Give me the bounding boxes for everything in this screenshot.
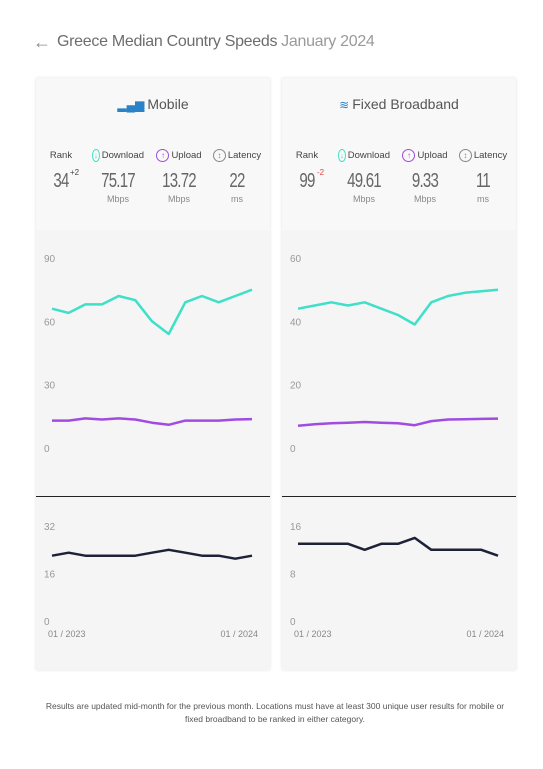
x-tick-label: 01 / 2023 (48, 629, 86, 639)
rank-label: Rank (49, 149, 73, 161)
download-icon: ↓ (92, 148, 100, 162)
series-line-download (297, 288, 499, 326)
y-tick-label: 60 (290, 254, 302, 265)
mobile-card-title: ▂▄▆ Mobile (36, 96, 270, 112)
mobile-summary: ▂▄▆ Mobile Rank 34 +2 ↓ Download 75.17 Mbp… (36, 78, 270, 230)
y-tick-label: 20 (290, 381, 302, 392)
latency-label: ↕ Latency (212, 148, 262, 162)
y-tick-label: 30 (44, 381, 56, 392)
upload-icon: ↑ (402, 148, 416, 162)
wifi-icon: ≋ (339, 98, 350, 112)
rank-value: 34 (53, 170, 69, 192)
y-tick-label: 90 (44, 254, 56, 265)
download-label: ↓ Download (92, 148, 144, 162)
series-line-upload (297, 417, 499, 428)
rank-label: Rank (295, 149, 319, 161)
latency-unit: ms (231, 194, 243, 204)
mobile-download: ↓ Download 75.17 Mbps (92, 148, 144, 204)
mobile-upload: ↑ Upload 13.72 Mbps (156, 148, 202, 204)
x-tick-label: 01 / 2023 (294, 629, 332, 639)
upload-unit: Mbps (413, 194, 436, 204)
upload-unit: Mbps (167, 194, 190, 204)
latency-icon: ↕ (458, 148, 472, 162)
y-tick-label: 0 (44, 444, 50, 455)
mobile-latency: ↕ Latency 22 ms (212, 148, 262, 204)
y-tick-label: 0 (44, 617, 50, 628)
rank-value: 99 (299, 170, 315, 192)
fixed-summary: ≋ Fixed Broadband Rank 99 -2 ↓ Download 49… (282, 78, 516, 230)
country-title: Greece Median Country Speeds (57, 33, 278, 50)
x-tick-label: 01 / 2024 (466, 629, 504, 639)
y-tick-label: 32 (44, 522, 56, 533)
mobile-card: ▂▄▆ Mobile Rank 34 +2 ↓ Download 75.17 Mbp… (36, 78, 270, 670)
mobile-title-label: Mobile (147, 96, 189, 112)
back-arrow-icon[interactable]: ← (33, 32, 51, 52)
download-icon: ↓ (338, 148, 346, 162)
fixed-rank: Rank 99 (292, 148, 322, 193)
upload-value: 9.33 (411, 170, 439, 192)
fixed-download: ↓ Download 49.61 Mbps (338, 148, 390, 204)
fixed-card-title: ≋ Fixed Broadband (282, 96, 516, 112)
latency-value: 22 (229, 170, 245, 192)
chart-divider (282, 496, 516, 497)
series-line-latency (298, 536, 499, 557)
latency-label: ↕ Latency (458, 148, 508, 162)
y-tick-label: 16 (290, 522, 302, 533)
y-tick-label: 60 (44, 317, 56, 328)
download-value: 49.61 (347, 170, 382, 192)
y-tick-label: 0 (290, 617, 296, 628)
fixed-upload: ↑ Upload 9.33 Mbps (402, 148, 448, 204)
fixed-charts: 0 20 40 60 0 8 16 01 / 2023 01 / 2024 (290, 254, 504, 639)
page-header: ← Greece Median Country Speeds January 20… (33, 30, 375, 54)
series-line-download (51, 288, 253, 336)
mobile-charts: 0 30 60 90 0 16 32 01 / 2023 01 / 2024 (44, 254, 258, 639)
fixed-card: ≋ Fixed Broadband Rank 99 -2 ↓ Download 49… (282, 78, 516, 670)
upload-label: ↑ Upload (402, 148, 448, 162)
y-tick-label: 0 (290, 444, 296, 455)
series-line-latency (51, 548, 253, 560)
month-label: January 2024 (281, 33, 375, 50)
mobile-rank: Rank 34 (46, 148, 76, 193)
latency-value: 11 (475, 170, 491, 192)
download-label: ↓ Download (338, 148, 390, 162)
y-tick-label: 40 (290, 317, 302, 328)
upload-label: ↑ Upload (156, 148, 202, 162)
upload-icon: ↑ (156, 148, 170, 162)
x-tick-label: 01 / 2024 (220, 629, 258, 639)
chart-divider (36, 496, 270, 497)
page-title: Greece Median Country Speeds January 2024 (57, 33, 375, 51)
upload-value: 13.72 (162, 170, 197, 192)
y-tick-label: 8 (290, 570, 296, 581)
latency-icon: ↕ (212, 148, 226, 162)
signal-bars-icon: ▂▄▆ (117, 98, 145, 112)
download-unit: Mbps (106, 194, 129, 204)
y-tick-label: 16 (44, 570, 56, 581)
rank-change-badge: +2 (70, 168, 80, 177)
download-unit: Mbps (352, 194, 375, 204)
latency-unit: ms (477, 194, 489, 204)
series-line-upload (52, 417, 253, 427)
download-value: 75.17 (101, 170, 136, 192)
fixed-latency: ↕ Latency 11 ms (458, 148, 508, 204)
footer-note: Results are updated mid-month for the pr… (45, 701, 505, 724)
fixed-title-label: Fixed Broadband (352, 96, 459, 112)
rank-change-badge: -2 (317, 168, 325, 177)
